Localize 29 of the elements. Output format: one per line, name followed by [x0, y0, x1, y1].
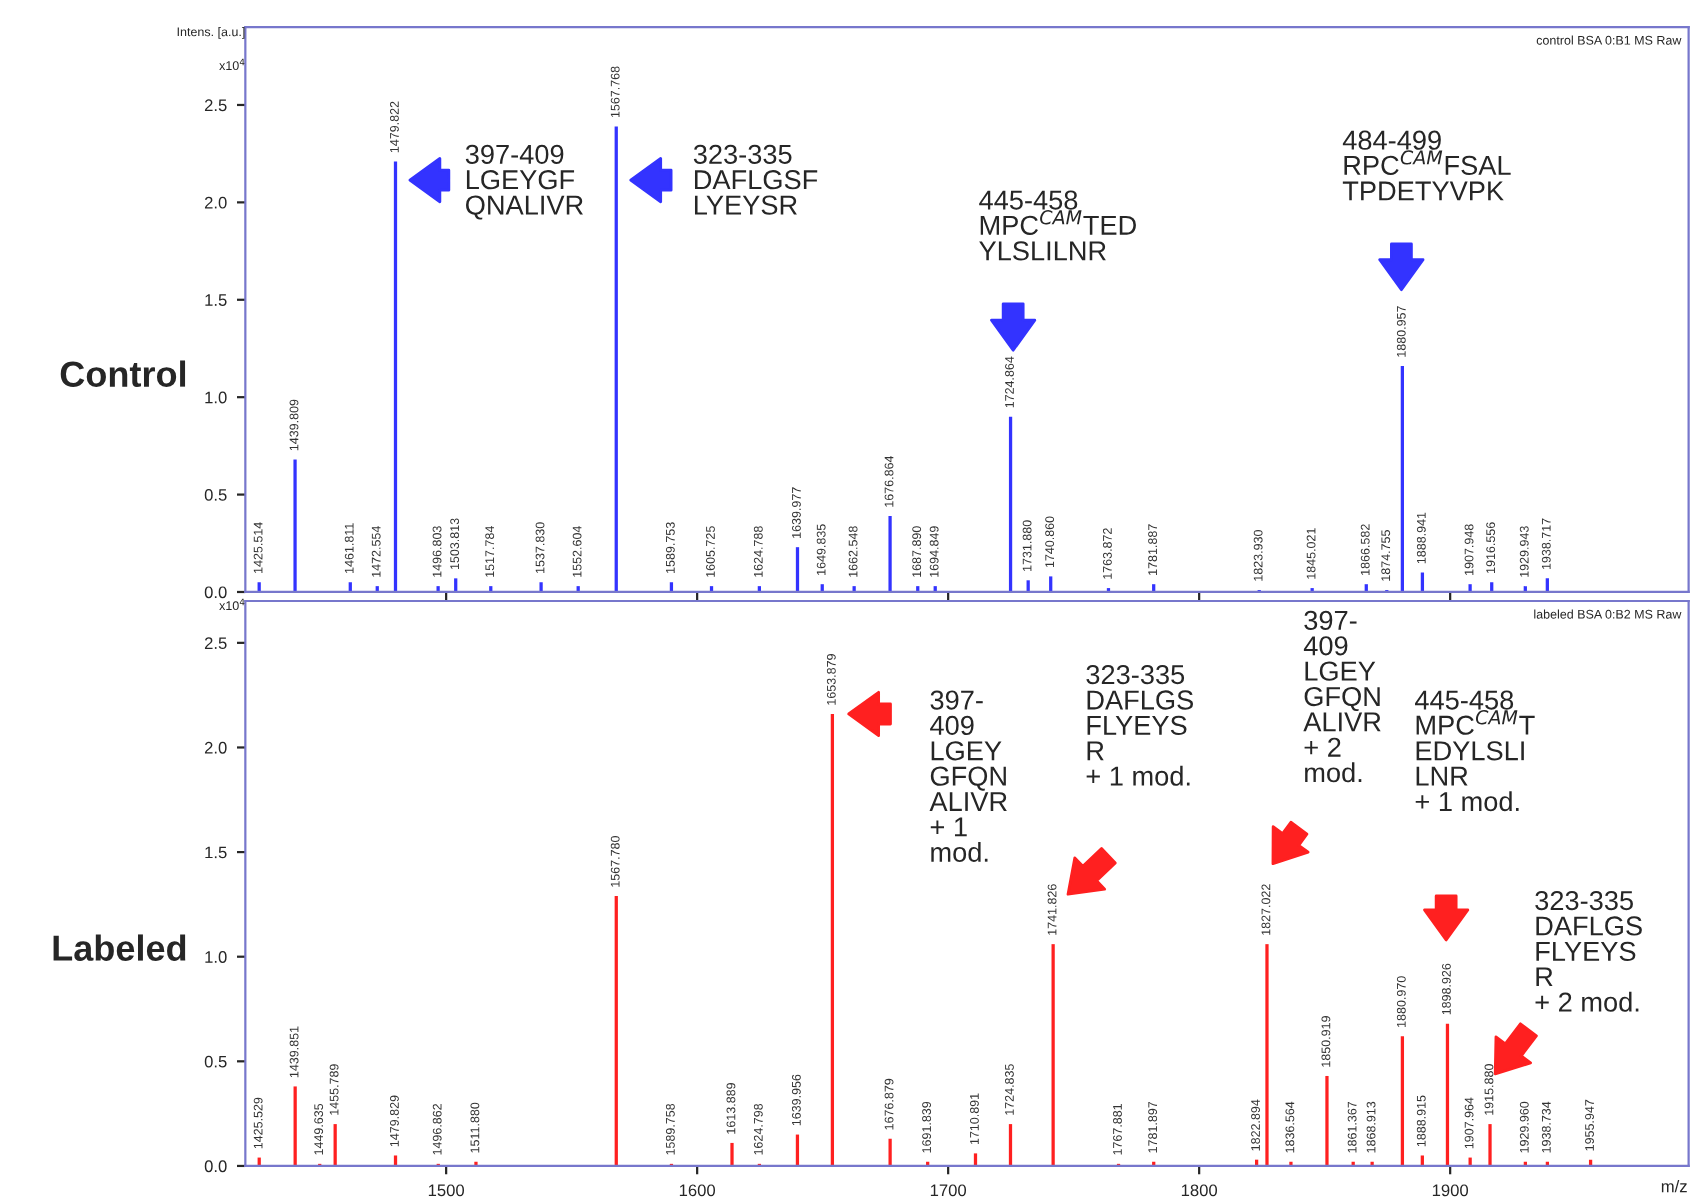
- x-tick-label: 1900: [1432, 1184, 1469, 1197]
- y-tick-label: 1.5: [205, 294, 227, 306]
- y-axis-title: Labeled: [53, 934, 186, 961]
- annotation: 445-458 MPC$^{CAM}$T EDYLSLI LNR + 1 mod.: [1415, 690, 1535, 812]
- y-tick-label: 0.0: [204, 1160, 227, 1173]
- y-tick-label: 0.5: [204, 488, 227, 501]
- annotation: 397-409 LGEYGF QNALIVR: [465, 144, 583, 220]
- y-tick-label: 0.5: [204, 1055, 227, 1068]
- annotation: 397- 409 LGEY GFQN ALIVR + 1 mod.: [929, 690, 1007, 862]
- annotation: 323-335 DAFLGS FLYEYS R + 2 mod.: [1535, 890, 1642, 1012]
- y-tick-label: 2.0: [204, 196, 227, 209]
- y-tick-label: 2.5: [204, 99, 227, 112]
- y-tick-label: 2.0: [204, 741, 227, 754]
- y-tick-label: 1.5: [205, 846, 227, 859]
- x-tick-label: 1700: [930, 1184, 967, 1197]
- y-tick-label: 1.0: [205, 951, 227, 963]
- y-tick-label: 0.0: [204, 586, 227, 599]
- y-tick-label: 2.5: [204, 637, 227, 650]
- y-axis-title: Control: [60, 360, 186, 387]
- x-tick-label: 1800: [1181, 1184, 1218, 1197]
- annotation: 323-335 DAFLGSF LYEYSR: [693, 144, 818, 215]
- annotation: 323-335 DAFLGS FLYEYS R + 1 mod.: [1086, 664, 1193, 786]
- y-tick-label: 1.0: [205, 391, 227, 404]
- annotation: 445-458 MPC$^{CAM}$TED YLSLILNR: [979, 190, 1136, 261]
- annotation: 397- 409 LGEY GFQN ALIVR + 2 mod.: [1303, 610, 1381, 783]
- x-tick-label: 1500: [428, 1184, 465, 1197]
- x-axis-title: m/z: [1661, 1180, 1687, 1193]
- x-tick-label: 1600: [679, 1184, 716, 1197]
- annotation: 484-499 RPC$^{CAM}$FSAL TPDETYVPK: [1342, 130, 1511, 201]
